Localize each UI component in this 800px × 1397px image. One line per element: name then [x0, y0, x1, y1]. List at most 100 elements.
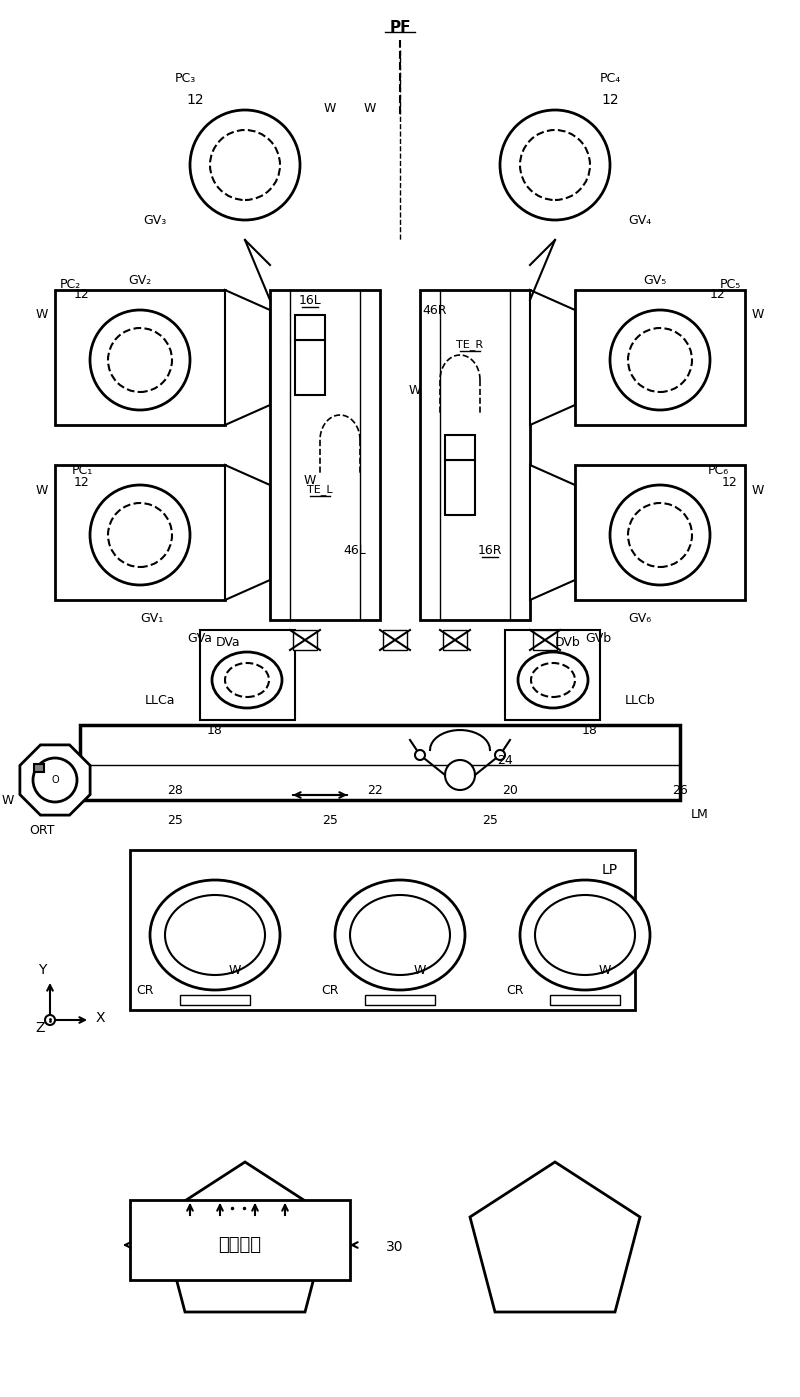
Text: PF: PF — [390, 21, 410, 35]
Text: 18: 18 — [207, 724, 223, 736]
Text: CR: CR — [506, 983, 524, 996]
Bar — [420, 291, 530, 620]
Text: PC₆: PC₆ — [707, 464, 729, 476]
Text: 25: 25 — [482, 813, 498, 827]
Polygon shape — [470, 1162, 640, 1312]
Ellipse shape — [212, 652, 282, 708]
Polygon shape — [225, 465, 270, 599]
Text: 12: 12 — [710, 289, 726, 302]
Text: 16L: 16L — [298, 293, 322, 306]
Circle shape — [108, 503, 172, 567]
Text: GV₁: GV₁ — [140, 612, 164, 624]
Text: GVa: GVa — [187, 631, 213, 644]
Text: 16R: 16R — [478, 543, 502, 556]
Bar — [445, 460, 475, 515]
Text: 22: 22 — [367, 784, 383, 796]
Circle shape — [45, 1016, 55, 1025]
Text: 12: 12 — [186, 94, 204, 108]
Ellipse shape — [535, 895, 635, 975]
Bar — [445, 434, 475, 460]
Text: 12: 12 — [722, 476, 738, 489]
Circle shape — [210, 130, 280, 200]
Bar — [200, 630, 295, 719]
Text: LM: LM — [691, 809, 709, 821]
Text: CR: CR — [136, 983, 154, 996]
Bar — [180, 995, 250, 1004]
Bar — [295, 314, 325, 339]
Text: GVb: GVb — [585, 631, 611, 644]
Bar — [130, 849, 635, 1010]
Text: 25: 25 — [167, 813, 183, 827]
Text: Z: Z — [35, 1021, 45, 1035]
Text: W: W — [364, 102, 376, 115]
Text: W: W — [2, 793, 14, 806]
Text: W: W — [752, 483, 764, 496]
Text: 24: 24 — [497, 753, 513, 767]
Circle shape — [628, 328, 692, 393]
Text: 20: 20 — [502, 784, 518, 796]
Text: W: W — [36, 483, 48, 496]
Bar — [80, 725, 680, 800]
Text: 28: 28 — [167, 784, 183, 796]
Bar — [295, 339, 325, 395]
Text: 12: 12 — [74, 289, 90, 302]
Bar — [505, 630, 600, 719]
Ellipse shape — [225, 664, 269, 697]
Polygon shape — [530, 291, 575, 425]
Bar — [34, 764, 44, 773]
Ellipse shape — [531, 664, 575, 697]
Bar — [575, 465, 745, 599]
Ellipse shape — [518, 652, 588, 708]
Ellipse shape — [150, 880, 280, 990]
Ellipse shape — [520, 880, 650, 990]
Text: GV₃: GV₃ — [143, 214, 166, 226]
Text: X: X — [95, 1011, 105, 1025]
Text: PC₅: PC₅ — [719, 278, 741, 292]
Bar — [443, 630, 467, 650]
Circle shape — [445, 760, 475, 789]
Ellipse shape — [350, 895, 450, 975]
Bar — [130, 1200, 350, 1280]
Text: CR: CR — [322, 983, 338, 996]
Text: 46L: 46L — [344, 543, 366, 556]
Text: LP: LP — [602, 863, 618, 877]
Bar — [533, 630, 557, 650]
Text: PC₂: PC₂ — [59, 278, 81, 292]
Text: TE_L: TE_L — [307, 485, 333, 496]
Bar — [55, 291, 225, 425]
Ellipse shape — [165, 895, 265, 975]
Text: LLCa: LLCa — [145, 693, 175, 707]
Bar — [270, 291, 380, 620]
Circle shape — [610, 310, 710, 409]
Text: GV₄: GV₄ — [628, 214, 652, 226]
Circle shape — [90, 485, 190, 585]
Text: 18: 18 — [582, 724, 598, 736]
Circle shape — [90, 310, 190, 409]
Text: GV₅: GV₅ — [643, 274, 666, 286]
Text: 12: 12 — [74, 476, 90, 489]
Text: DVa: DVa — [216, 636, 240, 648]
Bar — [575, 291, 745, 425]
Text: PC₁: PC₁ — [71, 464, 93, 476]
Text: W: W — [36, 309, 48, 321]
Bar — [383, 630, 407, 650]
Text: W: W — [414, 964, 426, 977]
Text: Y: Y — [38, 963, 46, 977]
Circle shape — [190, 110, 300, 219]
Polygon shape — [20, 745, 90, 814]
Circle shape — [628, 503, 692, 567]
Text: GV₂: GV₂ — [128, 274, 152, 286]
Circle shape — [415, 750, 425, 760]
Text: 46R: 46R — [422, 303, 447, 317]
Ellipse shape — [335, 880, 465, 990]
Text: TE_R: TE_R — [457, 339, 483, 351]
Text: W: W — [599, 964, 611, 977]
Text: 25: 25 — [322, 813, 338, 827]
Bar — [293, 630, 317, 650]
Text: LLCb: LLCb — [625, 693, 655, 707]
Circle shape — [495, 750, 505, 760]
Text: PC₄: PC₄ — [599, 71, 621, 84]
Text: ORT: ORT — [30, 823, 54, 837]
Text: W: W — [304, 474, 316, 486]
Polygon shape — [530, 465, 575, 599]
